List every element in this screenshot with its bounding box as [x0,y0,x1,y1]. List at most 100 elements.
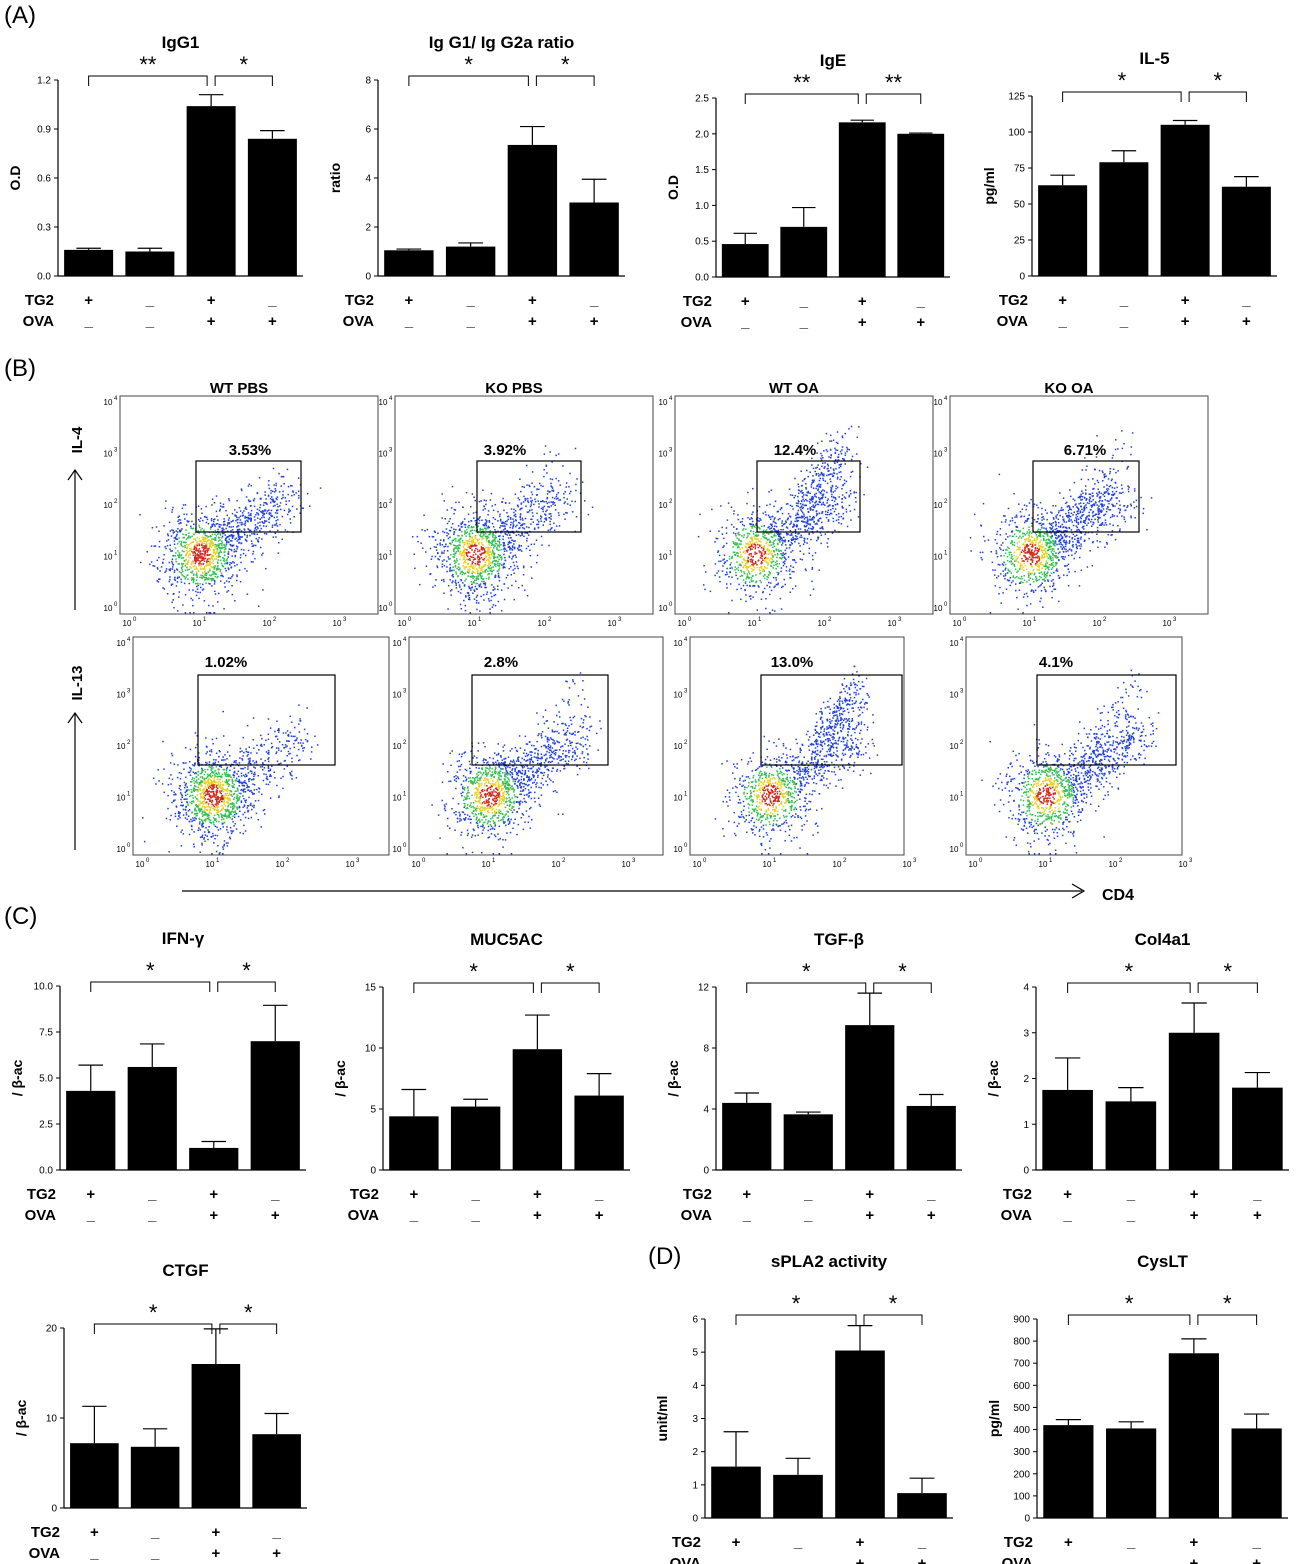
flow-event-dot [215,523,218,525]
flow-event-dot [463,567,466,570]
flow-event-dot [769,523,772,526]
flow-event-dot [777,539,780,542]
flow-event-dot [481,536,483,538]
flow-y-tick-exp: 4 [669,396,673,402]
flow-event-dot [508,542,511,544]
y-tick-label: 0.0 [37,272,51,283]
flow-event-dot [854,496,857,499]
flow-event-dot [224,551,226,553]
flow-event-dot [1096,434,1098,437]
flow-event-dot [200,557,203,560]
flow-event-dot [750,598,752,600]
flow-event-dot [485,535,488,538]
flow-event-dot [789,494,792,496]
flow-event-dot [1061,509,1063,511]
flow-event-dot [456,559,458,562]
flow-event-dot [191,535,193,538]
flow-event-dot [547,490,549,492]
flow-event-dot [159,578,161,580]
flow-event-dot [815,496,817,498]
flow-event-dot [478,517,481,519]
flow-event-dot [732,532,735,534]
flow-event-dot [181,564,183,566]
condition-row-label: TG2 [31,1524,60,1541]
flow-event-dot [768,544,770,546]
flow-event-dot [749,542,752,544]
flow-event-dot [478,585,481,588]
flow-event-dot [267,495,270,497]
condition-row-label: TG2 [999,292,1028,309]
flow-event-dot [488,556,491,558]
flow-event-dot [518,522,521,524]
flow-event-dot [199,567,202,570]
flow-event-dot [834,452,837,455]
flow-event-dot [508,540,511,543]
flow-event-dot [203,532,205,535]
flow-event-dot [764,534,766,537]
flow-event-dot [754,551,756,554]
flow-y-tick-label: 10 [104,398,113,407]
flow-event-dot [183,582,186,585]
flow-event-dot [796,513,799,515]
flow-event-dot [536,554,539,557]
flow-event-dot [784,583,786,586]
flow-event-dot [738,538,740,540]
flow-event-dot [476,531,479,534]
flow-event-dot [480,531,483,534]
flow-event-dot [513,572,515,575]
flow-event-dot [1050,545,1052,548]
flow-event-dot [818,479,821,482]
condition-row-label: OVA [29,1545,61,1562]
flow-event-dot [529,505,532,508]
flow-event-dot [855,453,858,455]
flow-event-dot [460,554,463,556]
flow-event-dot [1104,499,1107,501]
flow-event-dot [217,565,219,568]
flow-event-dot [204,550,206,552]
flow-event-dot [482,570,484,573]
flow-event-dot [797,505,799,508]
flow-event-dot [462,546,464,548]
flow-event-dot [1056,570,1059,572]
flow-event-dot [760,519,762,521]
flow-event-dot [552,503,554,505]
flow-event-dot [820,471,823,474]
flow-x-tick-label: 10 [818,619,827,628]
significance-bracket [746,982,867,993]
flow-event-dot [172,593,175,595]
flow-event-dot [497,549,499,551]
condition-symbol: _ [1126,1555,1136,1564]
flow-event-dot [775,564,777,566]
flow-event-dot [820,534,823,537]
flow-event-dot [803,541,806,543]
flow-event-dot [458,553,461,555]
flow-event-dot [471,536,473,538]
flow-event-dot [201,555,203,557]
flow-event-dot [472,539,474,542]
flow-event-dot [198,562,201,565]
flow-event-dot [793,496,795,499]
flow-event-dot [221,532,224,535]
flow-event-dot [445,528,448,530]
condition-row-label: OVA [670,1555,702,1564]
flow-y-tick-label: 10 [379,604,388,613]
flow-event-dot [223,543,225,546]
flow-event-dot [226,559,228,562]
flow-event-dot [1039,585,1041,587]
bar [845,1025,895,1170]
flow-event-dot [812,515,815,518]
flow-event-dot [458,584,461,586]
flow-event-dot [467,598,470,600]
flow-event-dot [255,537,257,540]
flow-event-dot [835,441,838,444]
flow-event-dot [1028,532,1031,534]
flow-event-dot [1050,532,1052,534]
y-tick-label: 1 [692,1480,698,1491]
flow-event-dot [158,556,160,559]
bar [897,1493,947,1518]
flow-event-dot [228,499,231,502]
flow-event-dot [263,522,265,524]
flow-x-tick-exp: 3 [343,617,347,623]
flow-event-dot [283,509,286,512]
flow-event-dot [160,566,163,568]
